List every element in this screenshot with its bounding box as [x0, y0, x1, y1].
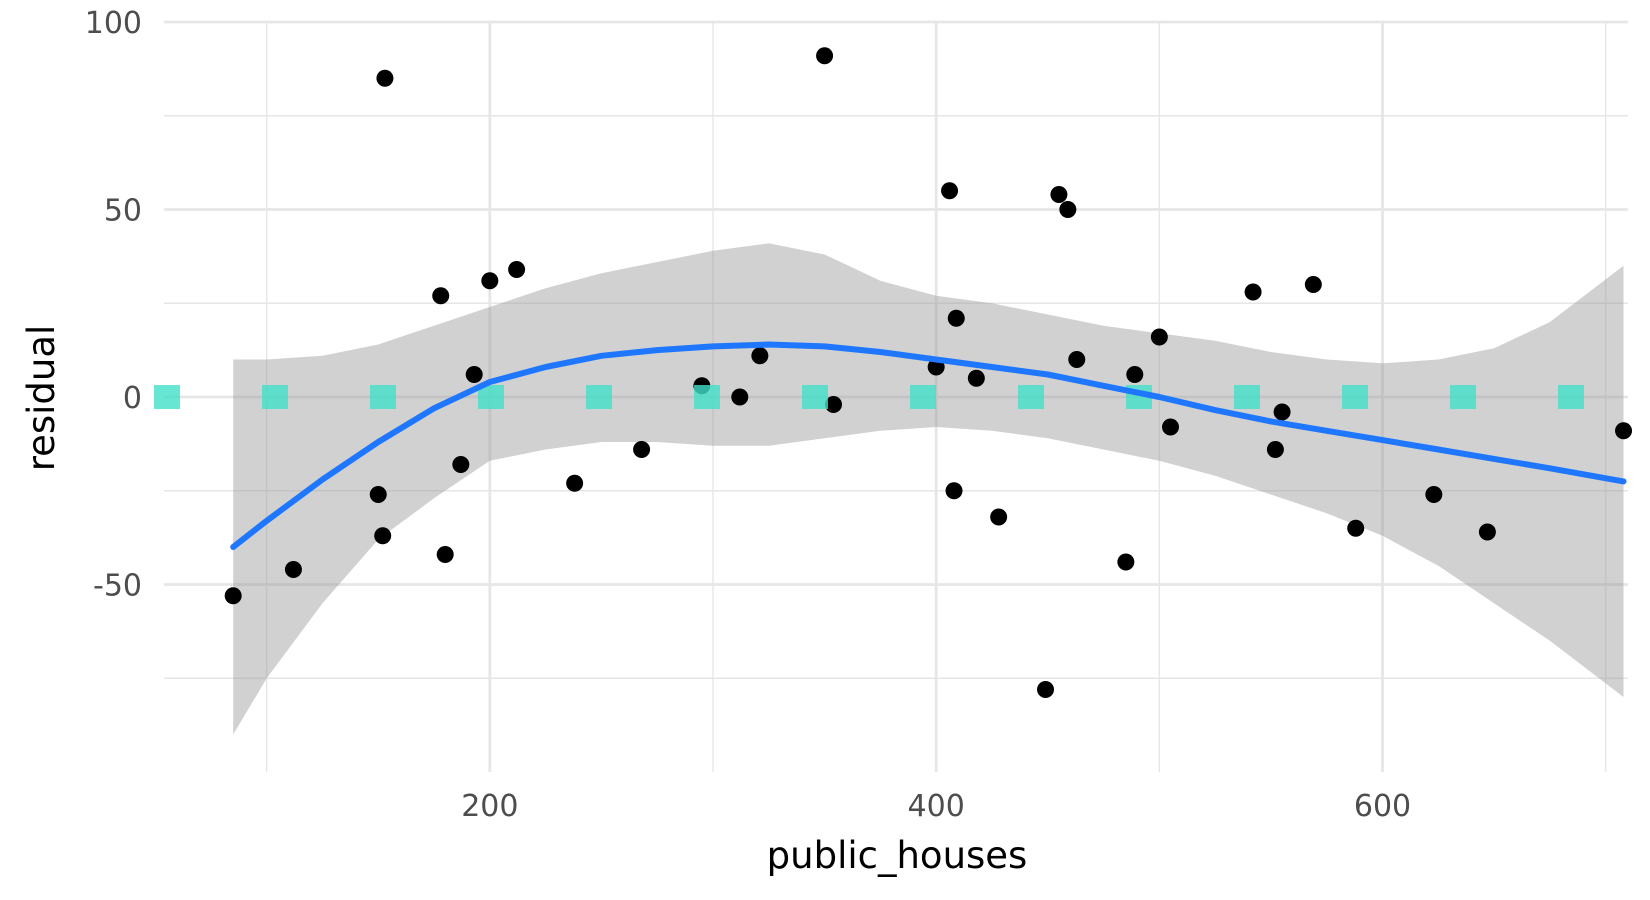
data-point — [1126, 366, 1144, 383]
y-tick-label: 100 — [85, 6, 142, 41]
y-tick-label: -50 — [93, 569, 142, 604]
smooth-line — [230, 341, 1627, 550]
data-point — [1050, 186, 1068, 203]
data-point — [967, 369, 985, 387]
x-tick-label: 600 — [1354, 789, 1411, 824]
x-tick-label: 200 — [461, 789, 518, 824]
data-point — [1059, 201, 1077, 218]
x-tick-label: 400 — [908, 789, 965, 824]
data-point — [1244, 283, 1262, 301]
confidence-band-layer — [233, 243, 1624, 735]
tick-labels: 200 400 600 100 50 0 -50 — [85, 6, 1411, 824]
data-point — [508, 261, 526, 278]
data-point — [1117, 553, 1135, 571]
data-point — [1150, 328, 1168, 346]
data-point — [816, 47, 834, 65]
data-point — [1037, 681, 1055, 698]
data-point — [990, 508, 1008, 526]
confidence-band — [233, 243, 1624, 735]
data-point — [1615, 422, 1633, 440]
data-point — [731, 388, 749, 406]
data-point — [945, 482, 963, 500]
data-point — [224, 587, 242, 605]
smooth-line-layer — [230, 341, 1627, 550]
data-point — [1273, 403, 1291, 421]
grid-lines — [164, 20, 1628, 772]
y-tick-label: 50 — [104, 194, 142, 229]
data-point — [369, 486, 387, 503]
data-point — [452, 456, 470, 473]
data-point — [481, 272, 499, 290]
data-point — [1304, 276, 1322, 293]
data-point — [374, 527, 392, 545]
data-point — [1266, 441, 1284, 458]
data-point — [1068, 351, 1086, 368]
data-point — [633, 441, 651, 458]
data-point — [941, 182, 959, 200]
data-point — [566, 474, 584, 492]
data-point — [376, 69, 394, 87]
data-point — [465, 366, 483, 383]
data-point — [1478, 523, 1496, 541]
data-point — [1425, 486, 1443, 503]
data-point — [751, 347, 769, 365]
x-axis-title: public_houses — [767, 834, 1028, 877]
data-point — [825, 396, 843, 413]
data-point — [432, 287, 450, 305]
data-point — [1347, 519, 1365, 537]
data-point — [947, 309, 965, 327]
data-point — [284, 561, 302, 578]
data-point — [436, 546, 454, 563]
data-point — [1162, 418, 1179, 436]
y-tick-label: 0 — [123, 381, 142, 416]
y-axis-title: residual — [20, 325, 63, 472]
